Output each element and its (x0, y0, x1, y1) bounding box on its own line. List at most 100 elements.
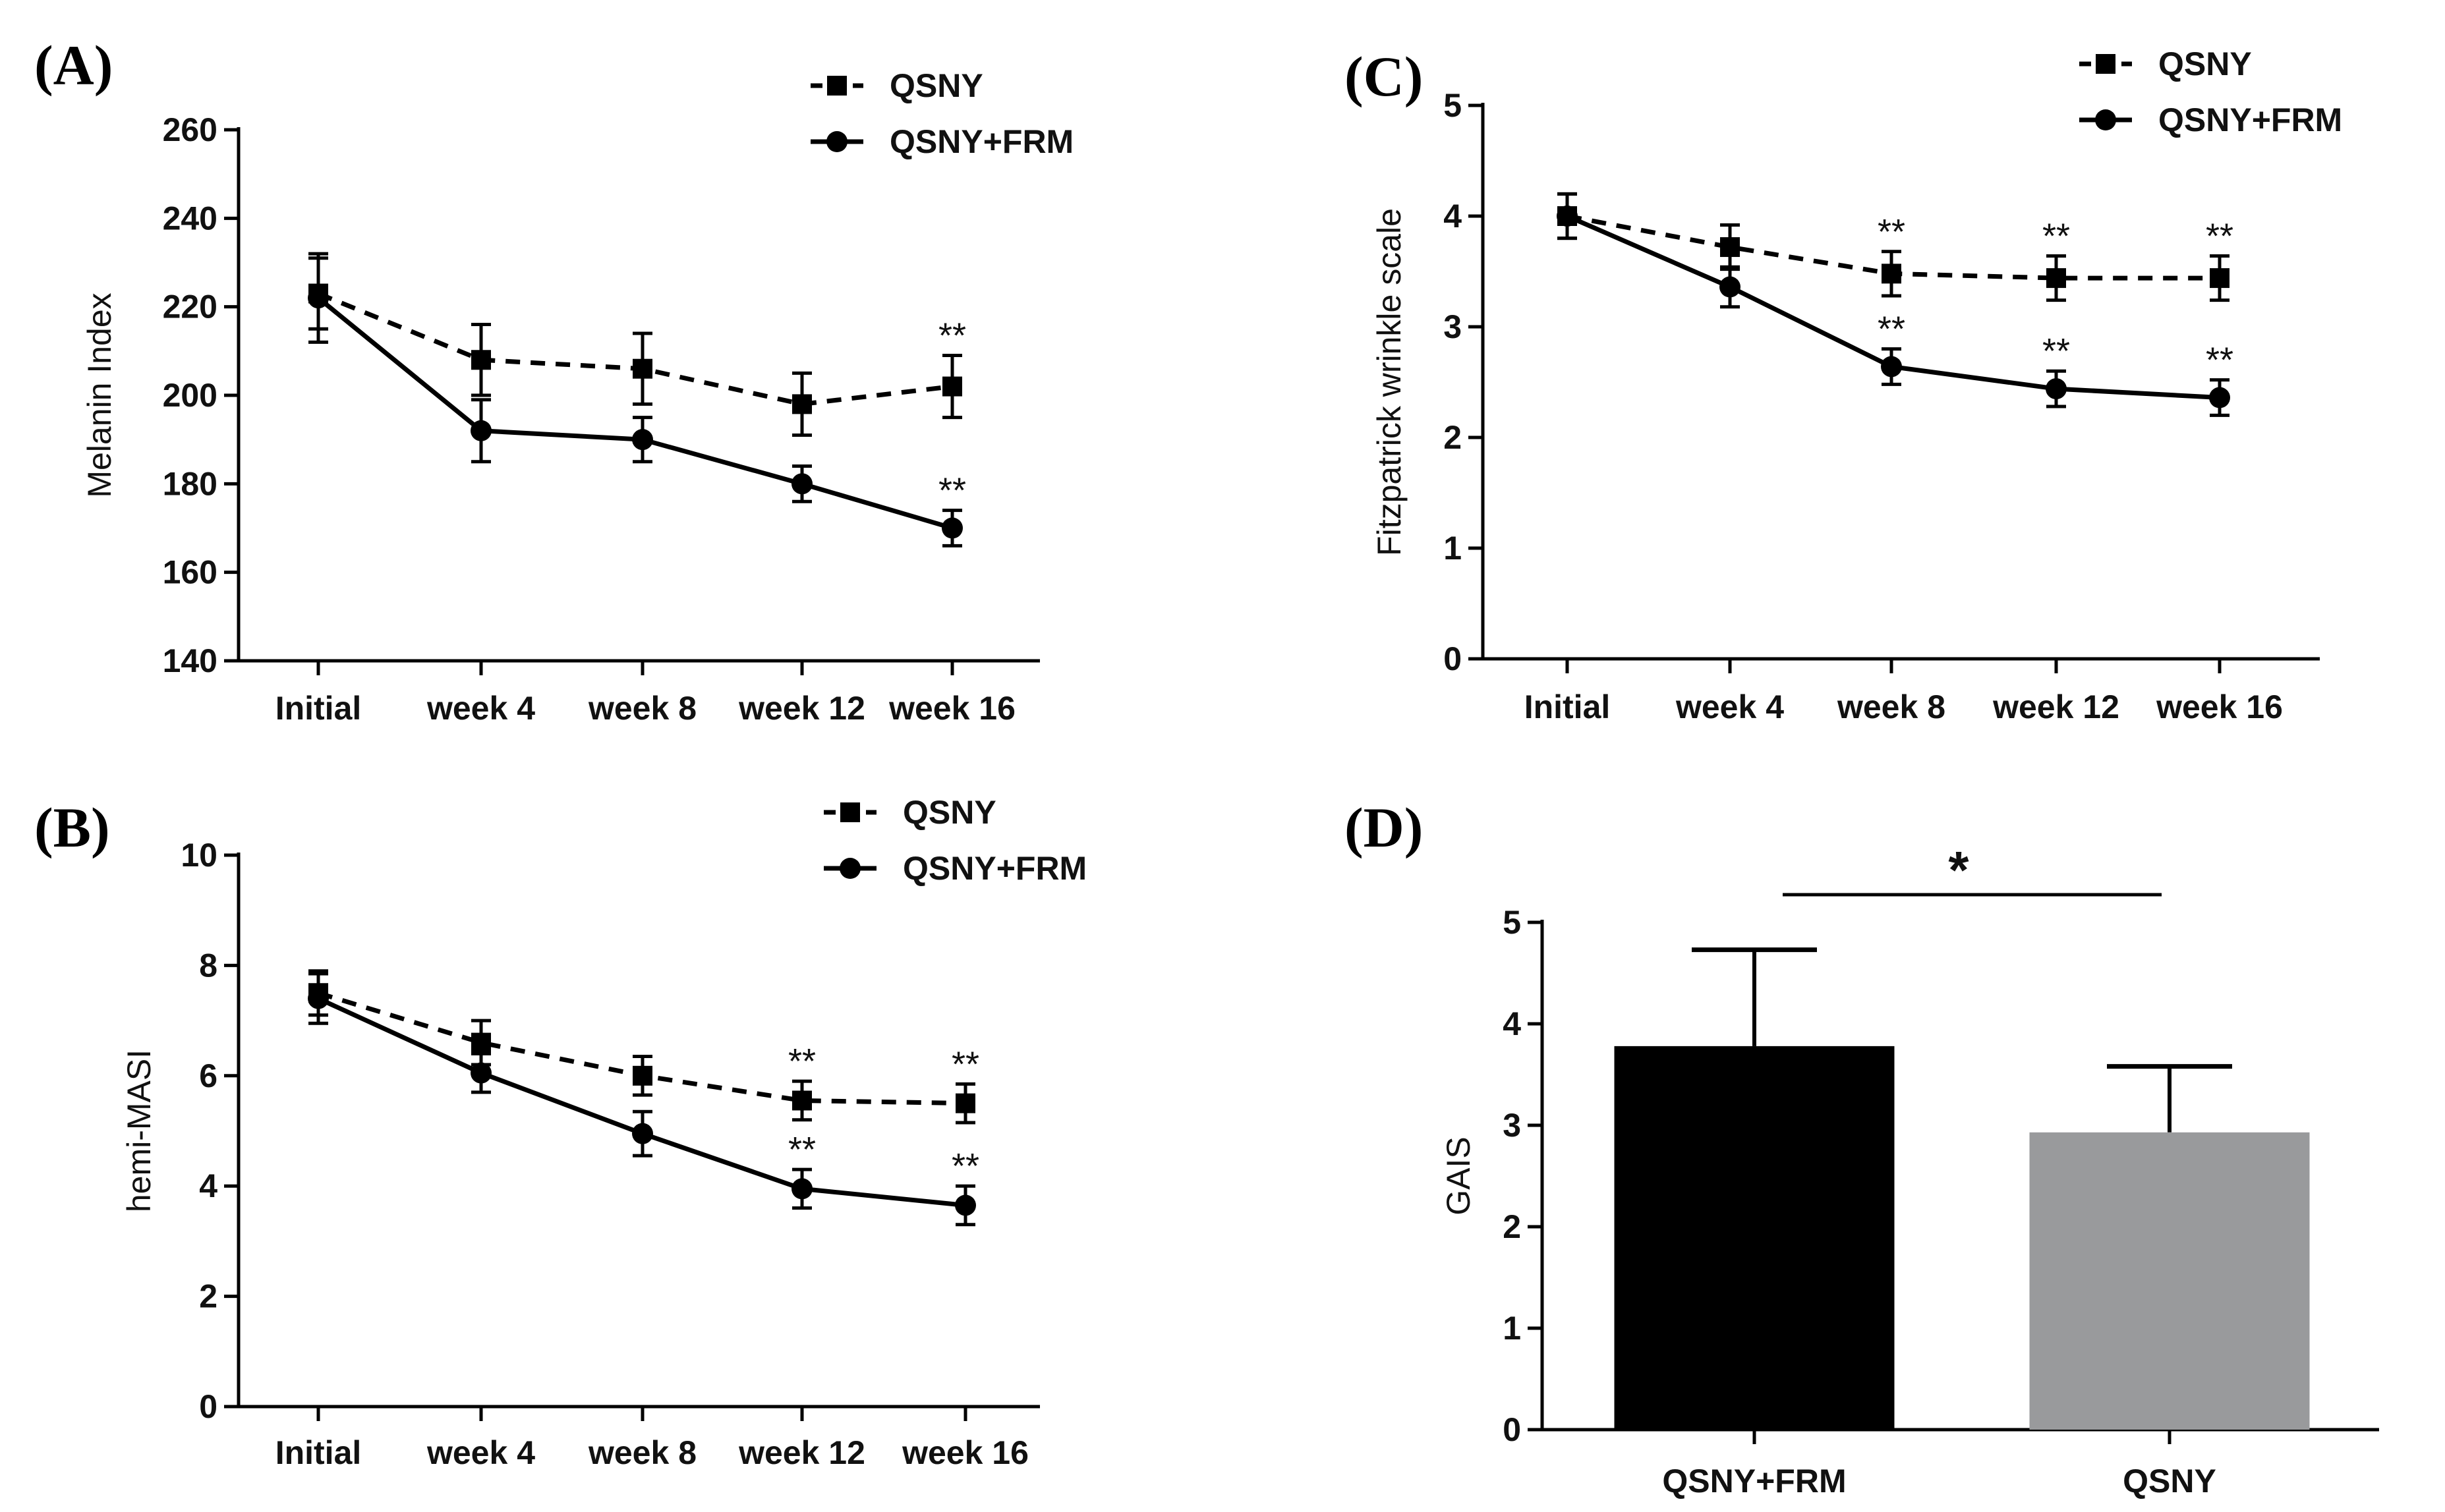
legend-label-qsny-frm: QSNY+FRM (890, 123, 1074, 160)
y-tick-label: 4 (1503, 1005, 1521, 1042)
data-point-qsny (1720, 237, 1740, 258)
x-tick-label: week 16 (888, 690, 1016, 727)
legend-marker-qsny (827, 76, 847, 96)
y-tick-label: 180 (163, 465, 217, 502)
data-point-qsny-frm (2046, 378, 2067, 400)
y-tick-label: 0 (1503, 1411, 1521, 1448)
y-tick-label: 6 (199, 1057, 217, 1094)
legend-label-qsny: QSNY (2158, 45, 2252, 82)
data-point-qsny-frm (791, 473, 813, 495)
y-tick-label: 3 (1503, 1107, 1521, 1144)
data-point-qsny-frm (308, 287, 329, 309)
x-tick-label: QSNY (2123, 1463, 2216, 1499)
legend-label-qsny: QSNY (903, 794, 996, 831)
panel-label-c: (C) (1344, 45, 1423, 108)
x-tick-label: week 8 (1837, 688, 1945, 725)
data-point-qsny (633, 1065, 652, 1086)
y-tick-label: 240 (163, 200, 217, 237)
y-tick-label: 1 (1503, 1310, 1521, 1347)
y-tick-label: 5 (1443, 87, 1462, 124)
data-point-qsny-frm (308, 988, 329, 1009)
significance-marker: * (1948, 841, 1969, 899)
bar-qsny (2029, 1132, 2310, 1430)
legend-label-qsny-frm: QSNY+FRM (903, 850, 1087, 887)
data-point-qsny (1882, 264, 1901, 284)
significance-marker: ** (788, 1042, 816, 1081)
legend-marker-qsny-frm (826, 131, 848, 152)
data-point-qsny-frm (471, 1062, 492, 1084)
significance-marker: ** (952, 1044, 979, 1084)
x-tick-label: Initial (275, 690, 362, 727)
y-tick-label: 2 (199, 1278, 217, 1315)
y-axis-title: Fitzpatrick wrinkle scale (1371, 208, 1408, 556)
data-point-qsny (2046, 268, 2066, 289)
y-tick-label: 4 (1443, 198, 1462, 235)
bar-qsny-frm (1614, 1046, 1895, 1430)
data-point-qsny (471, 350, 491, 370)
y-axis-title: GAIS (1440, 1136, 1477, 1215)
panel-label-d: (D) (1344, 796, 1423, 859)
legend-marker-qsny (2096, 54, 2115, 74)
x-tick-label: week 8 (588, 690, 697, 727)
data-point-qsny-frm (791, 1178, 813, 1200)
data-point-qsny (956, 1093, 975, 1113)
data-point-qsny-frm (1719, 276, 1740, 298)
legend-label-qsny: QSNY (890, 67, 983, 104)
significance-marker: ** (952, 1146, 979, 1186)
data-point-qsny-frm (632, 1123, 653, 1144)
data-point-qsny-frm (471, 420, 492, 441)
legend-marker-qsny-frm (840, 858, 861, 879)
y-tick-label: 220 (163, 289, 217, 325)
data-point-qsny-frm (1881, 356, 1902, 378)
y-tick-label: 8 (199, 947, 217, 984)
data-point-qsny-frm (1557, 206, 1578, 227)
y-tick-label: 0 (1443, 640, 1462, 677)
x-tick-label: week 4 (426, 1434, 535, 1471)
y-axis-title: hemi-MASI (121, 1050, 158, 1212)
panel-label-a: (A) (34, 34, 113, 97)
panel-label-b: (B) (34, 796, 110, 859)
data-point-qsny (633, 358, 652, 379)
significance-marker: ** (788, 1130, 816, 1169)
x-tick-label: week 4 (426, 690, 535, 727)
significance-marker: ** (2042, 331, 2070, 371)
x-tick-label: week 12 (1992, 688, 2119, 725)
y-tick-label: 160 (163, 554, 217, 591)
significance-marker: ** (1878, 212, 1905, 252)
data-point-qsny-frm (2209, 387, 2230, 408)
y-axis-title: Melanin Index (81, 293, 118, 497)
y-tick-label: 0 (199, 1388, 217, 1425)
data-point-qsny-frm (632, 429, 653, 451)
data-point-qsny (942, 376, 962, 397)
x-tick-label: week 16 (902, 1434, 1029, 1471)
legend-label-qsny-frm: QSNY+FRM (2158, 101, 2342, 138)
legend-marker-qsny-frm (2095, 109, 2116, 130)
data-point-qsny (2210, 268, 2229, 289)
data-point-qsny-frm (955, 1194, 976, 1216)
x-tick-label: Initial (275, 1434, 362, 1471)
y-tick-label: 200 (163, 377, 217, 414)
x-tick-label: week 12 (738, 690, 865, 727)
y-tick-label: 2 (1443, 419, 1462, 456)
data-point-qsny-frm (942, 517, 963, 539)
data-point-qsny (792, 1090, 812, 1111)
y-tick-label: 5 (1503, 904, 1521, 941)
y-tick-label: 140 (163, 642, 217, 679)
data-point-qsny (471, 1032, 491, 1053)
y-tick-label: 2 (1503, 1208, 1521, 1245)
x-tick-label: week 16 (2156, 688, 2283, 725)
significance-marker: ** (1878, 310, 1905, 349)
y-tick-label: 260 (163, 111, 217, 148)
significance-marker: ** (938, 316, 966, 356)
significance-marker: ** (2206, 341, 2233, 380)
significance-marker: ** (938, 471, 966, 511)
y-tick-label: 4 (199, 1167, 217, 1204)
x-tick-label: QSNY+FRM (1662, 1463, 1846, 1499)
series-line-qsny (317, 291, 953, 406)
y-tick-label: 10 (181, 837, 217, 874)
significance-marker: ** (2042, 216, 2070, 256)
y-tick-label: 3 (1443, 308, 1462, 345)
legend-marker-qsny (840, 802, 860, 822)
x-tick-label: Initial (1524, 688, 1611, 725)
